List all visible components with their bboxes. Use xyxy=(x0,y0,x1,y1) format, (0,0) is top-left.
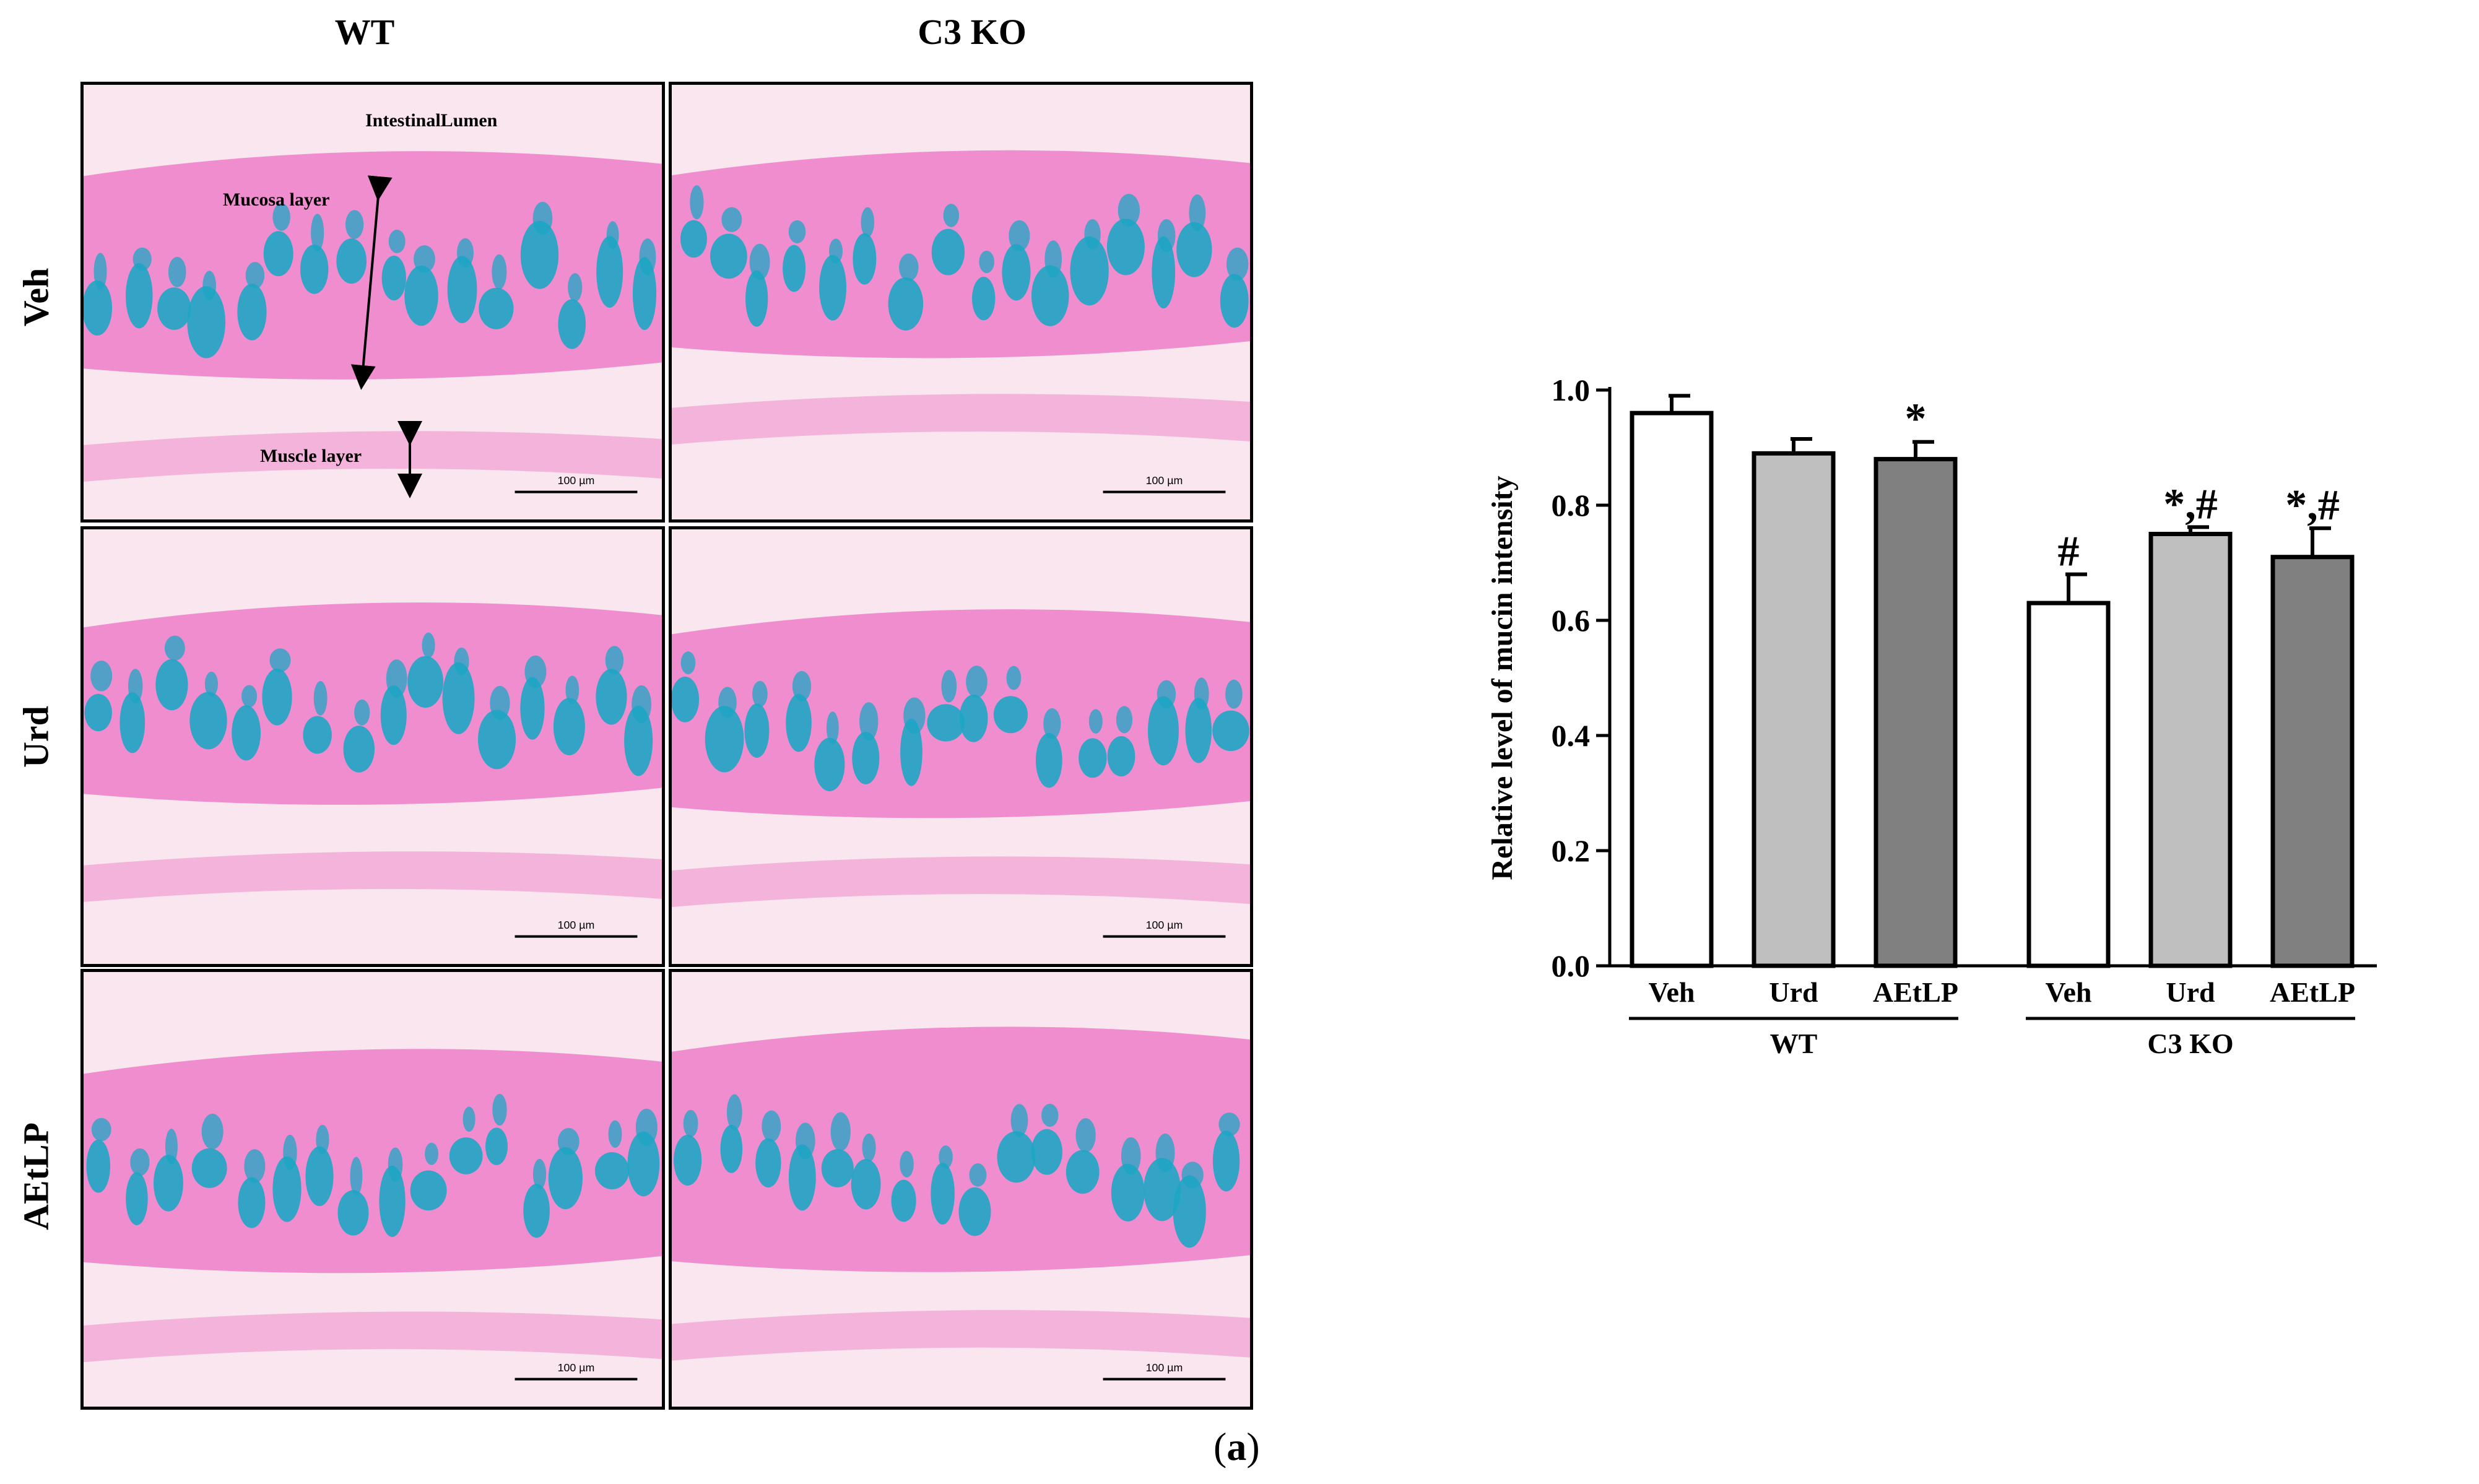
bar-5 xyxy=(2148,532,2233,968)
bar-3 xyxy=(1873,457,1958,968)
row-title-veh: Veh xyxy=(15,267,56,327)
y-tick-label: 0.4 xyxy=(1552,718,1591,753)
category-label: Urd xyxy=(1769,976,1818,1008)
y-tick-label: 0.2 xyxy=(1552,833,1591,868)
column-title-wt: WT xyxy=(334,12,395,52)
mucin-intensity-chart: 0.0 0.2 0.4 0.6 0.8 1.0 Relative level of muci… xyxy=(1486,373,2377,1059)
svg-text:100 µm: 100 µm xyxy=(1146,1361,1183,1374)
significance-label: # xyxy=(2058,528,2080,576)
category-label: Urd xyxy=(2166,976,2215,1008)
category-label: AEtLP xyxy=(2270,976,2355,1008)
svg-text:100 µm: 100 µm xyxy=(558,1361,595,1374)
micrograph-wt-aetlp: 100 µm xyxy=(80,969,665,1410)
y-tick-label: 0.6 xyxy=(1552,603,1591,638)
y-axis-label: Relative level of mucin intensity xyxy=(1486,475,1519,880)
category-label: Veh xyxy=(1649,976,1695,1008)
category-label: Veh xyxy=(2046,976,2092,1008)
row-title-urd: Urd xyxy=(15,706,56,768)
column-title-c3ko: C3 KO xyxy=(918,12,1027,52)
category-label: AEtLP xyxy=(1873,976,1958,1008)
svg-text:100 µm: 100 µm xyxy=(1146,474,1183,487)
svg-text:100 µm: 100 µm xyxy=(558,919,595,931)
y-tick-label: 0.8 xyxy=(1552,488,1591,523)
bar-6 xyxy=(2270,555,2355,968)
annotation-intestinal-lumen: IntestinalLumen xyxy=(365,110,498,131)
significance-label: *,# xyxy=(2285,482,2340,529)
bar-1 xyxy=(1630,410,1714,968)
y-tick-label: 0.0 xyxy=(1552,948,1591,983)
micrograph-wt-veh: 100 µm xyxy=(80,82,665,523)
significance-label: *,# xyxy=(2163,480,2218,528)
figure-label: (a) xyxy=(1213,1425,1260,1469)
significance-label: * xyxy=(1905,396,1927,443)
svg-text:100 µm: 100 µm xyxy=(558,474,595,487)
micrograph-c3ko-urd: 100 µm xyxy=(669,526,1253,967)
annotation-muscle-layer: Muscle layer xyxy=(260,446,362,466)
bar-4 xyxy=(2026,601,2111,968)
micrograph-c3ko-veh: 100 µm xyxy=(669,82,1253,523)
svg-text:100 µm: 100 µm xyxy=(1146,919,1183,931)
y-tick-label: 1.0 xyxy=(1552,373,1591,407)
annotation-mucosa-layer: Mucosa layer xyxy=(223,189,330,210)
group-label: WT xyxy=(1770,1028,1818,1059)
bar-2 xyxy=(1752,451,1836,968)
micrograph-wt-urd: 100 µm xyxy=(80,526,665,967)
micrograph-c3ko-aetlp: 100 µm xyxy=(669,969,1253,1410)
row-title-aetlp: AEtLP xyxy=(15,1122,56,1230)
group-label: C3 KO xyxy=(2147,1028,2233,1059)
